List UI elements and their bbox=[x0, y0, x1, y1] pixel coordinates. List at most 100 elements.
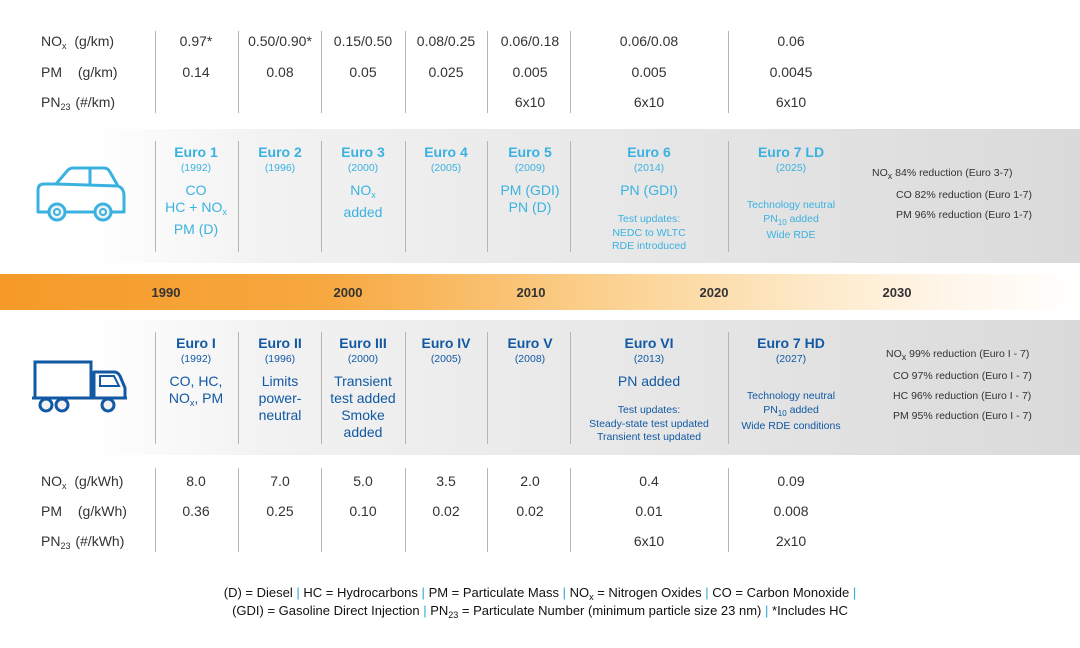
ld-table-cell-value: 0.06 bbox=[777, 33, 805, 49]
column-divider bbox=[405, 332, 406, 444]
ld-table-cell-value: 6x10 bbox=[775, 94, 807, 110]
ld-table-cell-value: 0.06/0.18 bbox=[500, 33, 560, 49]
ld-pn-label: PN bbox=[41, 94, 61, 110]
column-divider bbox=[321, 31, 322, 113]
hd-nox-sub: x bbox=[62, 481, 67, 491]
ld-standard-description: PN (D) bbox=[487, 199, 573, 216]
column-divider bbox=[405, 141, 406, 252]
hd-standard-note-sub: 10 bbox=[777, 408, 787, 418]
hd-standard-name: Euro I bbox=[176, 335, 216, 351]
hd-standard-desc-text: added bbox=[343, 424, 383, 440]
hd-pm-unit: (g/kWh) bbox=[77, 503, 127, 519]
ld-standard-year: (2014) bbox=[633, 162, 665, 174]
ld-standard-note: Wide RDE bbox=[711, 229, 871, 243]
ld-table-cell: 0.06 bbox=[751, 33, 831, 49]
ld-standard-year: (1992) bbox=[180, 162, 212, 174]
hd-table-cell: 0.25 bbox=[240, 503, 320, 519]
hd-table-cell: 0.02 bbox=[406, 503, 486, 519]
hd-standard-column: Euro V (2008) bbox=[487, 335, 573, 373]
legend-separator: | bbox=[852, 585, 857, 600]
ld-standard-desc-text: CO bbox=[185, 182, 207, 198]
ld-nox-label: NO bbox=[41, 33, 62, 49]
hd-standard-name: Euro II bbox=[258, 335, 302, 351]
hd-table-cell-value: 2.0 bbox=[520, 473, 540, 489]
legend-separator: | bbox=[562, 585, 566, 600]
hd-standard-desc-rest: , PM bbox=[194, 390, 224, 406]
hd-red2-text: HC 96% reduction (Euro I - 7) bbox=[893, 390, 1032, 402]
hd-table-cell-value: 6x10 bbox=[633, 533, 665, 549]
legend-separator: | bbox=[296, 585, 300, 600]
ld-table-cell: 0.14 bbox=[156, 64, 236, 80]
hd-table-cell: 2.0 bbox=[490, 473, 570, 489]
hd-table-cell: 0.09 bbox=[751, 473, 831, 489]
ld-row-label-pm: PM (g/km) bbox=[41, 64, 118, 80]
ld-pn-sub: 23 bbox=[60, 102, 71, 112]
legend-separator: | bbox=[423, 603, 427, 618]
hd-table-cell-value: 0.008 bbox=[773, 503, 809, 519]
hd-standard-desc-text: PN added bbox=[617, 373, 681, 389]
ld-nox-unit: (g/km) bbox=[74, 33, 115, 49]
hd-standard-year: (2027) bbox=[775, 353, 807, 365]
ld-standard-desc-sub: x bbox=[222, 207, 227, 217]
ld-standard-year: (2009) bbox=[514, 162, 546, 174]
hd-standard-desc-text: neutral bbox=[258, 407, 302, 423]
hd-standard-name: Euro V bbox=[507, 335, 553, 351]
ld-table-cell-value: 0.97* bbox=[179, 33, 213, 49]
ld-red0-text: 84% reduction (Euro 3-7) bbox=[892, 167, 1013, 179]
legend-nox-text: = Nitrogen Oxides bbox=[593, 585, 702, 600]
hd-standard-column: Euro IV (2005) bbox=[403, 335, 489, 373]
ld-standard-note-text: Test updates: bbox=[617, 213, 681, 225]
hd-standard-name: Euro VI bbox=[624, 335, 674, 351]
timeline-year: 2030 bbox=[882, 285, 912, 300]
legend-separator: | bbox=[705, 585, 709, 600]
ld-standard-note: RDE introduced bbox=[569, 240, 729, 254]
hd-standard-description: power- bbox=[237, 390, 323, 407]
ld-table-cell: 0.025 bbox=[406, 64, 486, 80]
ld-table-cell-value: 0.14 bbox=[182, 64, 210, 80]
truck-icon bbox=[30, 358, 130, 416]
hd-row-label-pn: PN23 (#/kWh) bbox=[41, 533, 124, 551]
ld-standard-name: Euro 1 bbox=[174, 144, 218, 160]
ld-table-cell-value: 0.08/0.25 bbox=[416, 33, 476, 49]
column-divider bbox=[728, 31, 729, 113]
ld-standard-column: Euro 3 (2000) NOx added bbox=[320, 144, 406, 221]
ld-red0-pre: NO bbox=[872, 167, 888, 179]
hd-standard-description: Limits bbox=[237, 373, 323, 390]
ld-red1-text: CO 82% reduction (Euro 1-7) bbox=[896, 189, 1032, 201]
hd-standard-note: Wide RDE conditions bbox=[711, 420, 871, 434]
ld-table-cell: 0.005 bbox=[490, 64, 570, 80]
hd-table-cell: 0.02 bbox=[490, 503, 570, 519]
hd-standard-year: (1996) bbox=[264, 353, 296, 365]
hd-table-cell: 0.008 bbox=[751, 503, 831, 519]
ld-standard-description: PM (D) bbox=[153, 221, 239, 238]
ld-standard-column: Euro 4 (2005) bbox=[403, 144, 489, 182]
ld-table-cell: 0.005 bbox=[609, 64, 689, 80]
hd-table-cell-value: 7.0 bbox=[270, 473, 290, 489]
ld-table-cell: 0.06/0.18 bbox=[490, 33, 570, 49]
ld-red2-text: PM 96% reduction (Euro 1-7) bbox=[896, 209, 1032, 221]
ld-pn-unit: (#/km) bbox=[75, 94, 116, 110]
ld-standard-note: Test updates: bbox=[569, 213, 729, 227]
column-divider bbox=[238, 31, 239, 113]
hd-table-cell: 5.0 bbox=[323, 473, 403, 489]
ld-standard-year: (2005) bbox=[430, 162, 462, 174]
hd-table-cell: 7.0 bbox=[240, 473, 320, 489]
hd-red3-text: PM 95% reduction (Euro I - 7) bbox=[893, 410, 1032, 422]
legend-pn: PN bbox=[430, 603, 449, 618]
hd-standard-year: (2000) bbox=[347, 353, 379, 365]
hd-standard-year: (2008) bbox=[514, 353, 546, 365]
ld-standard-desc-text: PN (D) bbox=[508, 199, 552, 215]
ld-standard-desc-text: added bbox=[343, 204, 383, 220]
hd-standard-column: Euro I (1992) CO, HC, NOx, PM bbox=[153, 335, 239, 412]
ld-reduction-item: NOx 84% reduction (Euro 3-7) bbox=[872, 167, 1072, 181]
hd-table-cell-value: 0.36 bbox=[182, 503, 210, 519]
hd-standard-name: Euro 7 HD bbox=[757, 335, 825, 351]
ld-standard-year: (2000) bbox=[347, 162, 379, 174]
hd-standard-desc-text: Transient bbox=[334, 373, 392, 389]
column-divider bbox=[728, 332, 729, 444]
ld-standard-note-rest: added bbox=[786, 212, 819, 225]
column-divider bbox=[155, 141, 156, 252]
hd-reduction-item: PM 95% reduction (Euro I - 7) bbox=[886, 410, 1076, 422]
ld-standard-desc-text: PM (GDI) bbox=[500, 182, 560, 198]
hd-table-cell-value: 0.02 bbox=[516, 503, 544, 519]
